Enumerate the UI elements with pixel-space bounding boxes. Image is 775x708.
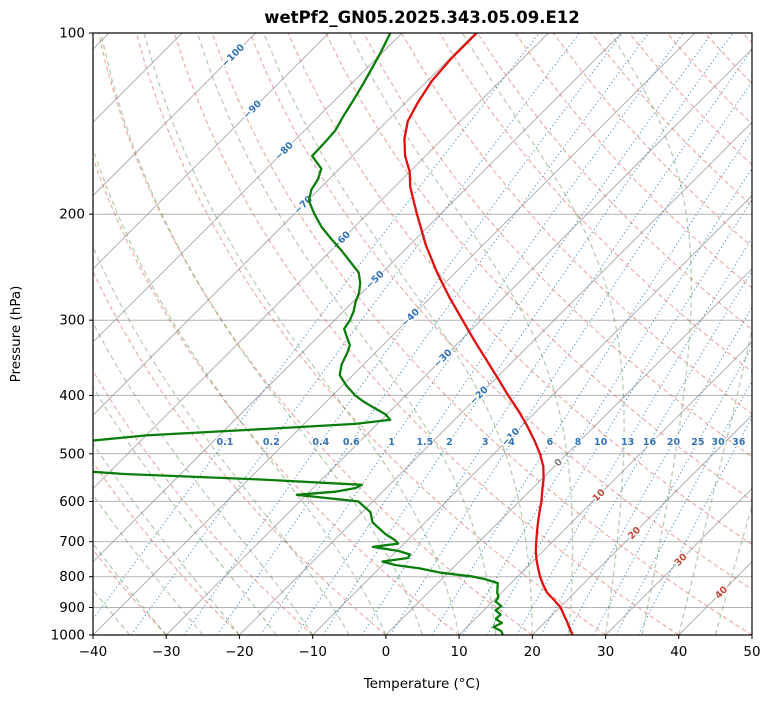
y-axis-tick-labels: 100 200 300 400 500 600 700 800 900 1000 xyxy=(51,26,85,644)
svg-text:10: 10 xyxy=(594,437,608,448)
plot-frame xyxy=(92,32,753,636)
svg-text:−30: −30 xyxy=(152,644,181,660)
svg-text:900: 900 xyxy=(59,600,85,616)
svg-text:0: 0 xyxy=(382,644,391,660)
svg-text:300: 300 xyxy=(59,313,85,329)
svg-text:0.4: 0.4 xyxy=(312,437,329,448)
svg-text:1.5: 1.5 xyxy=(416,437,433,448)
svg-text:13: 13 xyxy=(621,437,634,448)
svg-text:40: 40 xyxy=(713,584,730,601)
svg-text:16: 16 xyxy=(643,437,657,448)
svg-text:400: 400 xyxy=(59,388,85,404)
svg-text:30: 30 xyxy=(597,644,614,660)
svg-text:200: 200 xyxy=(59,207,85,223)
svg-text:20: 20 xyxy=(524,644,541,660)
svg-text:0.6: 0.6 xyxy=(343,437,360,448)
svg-text:500: 500 xyxy=(59,446,85,462)
svg-text:20: 20 xyxy=(667,437,681,448)
svg-text:1000: 1000 xyxy=(51,628,85,644)
svg-text:30: 30 xyxy=(711,437,725,448)
svg-text:−100: −100 xyxy=(220,42,248,70)
y-axis-ticks xyxy=(89,32,93,636)
svg-text:800: 800 xyxy=(59,569,85,585)
mixing-ratio-lines xyxy=(93,33,752,635)
svg-text:40: 40 xyxy=(670,644,687,660)
svg-text:50: 50 xyxy=(743,644,760,660)
moist-adiabats xyxy=(93,33,752,635)
svg-text:36: 36 xyxy=(732,437,746,448)
svg-text:2: 2 xyxy=(446,437,453,448)
svg-text:3: 3 xyxy=(482,437,489,448)
svg-text:0.1: 0.1 xyxy=(216,437,233,448)
svg-text:6: 6 xyxy=(547,437,554,448)
temperature-curve xyxy=(403,33,574,635)
chart-layers: −100−90−80−70−60−50−40−30−20−10010203040… xyxy=(51,26,761,661)
x-axis-ticks xyxy=(92,635,753,639)
svg-text:−20: −20 xyxy=(225,644,254,660)
x-axis-label: Temperature (°C) xyxy=(363,676,481,692)
svg-text:0.2: 0.2 xyxy=(263,437,280,448)
svg-text:4: 4 xyxy=(508,437,515,448)
svg-text:−10: −10 xyxy=(298,644,327,660)
svg-text:10: 10 xyxy=(451,644,468,660)
chart-title: wetPf2_GN05.2025.343.05.09.E12 xyxy=(264,8,580,27)
svg-text:−40: −40 xyxy=(79,644,108,660)
svg-text:25: 25 xyxy=(691,437,704,448)
svg-text:100: 100 xyxy=(59,26,85,42)
x-axis-tick-labels: −40 −30 −20 −10 0 10 20 30 40 50 xyxy=(79,644,761,660)
svg-text:600: 600 xyxy=(59,494,85,510)
svg-text:20: 20 xyxy=(626,525,643,542)
isotherms xyxy=(93,33,752,635)
pressure-gridlines xyxy=(93,33,752,635)
dewpoint-curve xyxy=(93,33,505,635)
svg-text:30: 30 xyxy=(673,551,690,568)
y-axis-label: Pressure (hPa) xyxy=(8,286,24,383)
svg-text:8: 8 xyxy=(575,437,582,448)
svg-text:700: 700 xyxy=(59,534,85,550)
svg-text:1: 1 xyxy=(388,437,395,448)
mixing-ratio-labels: 0.1 0.2 0.4 0.6 1 1.5 2 3 4 6 8 10 13 16 20 25 30 36 xyxy=(215,436,747,450)
